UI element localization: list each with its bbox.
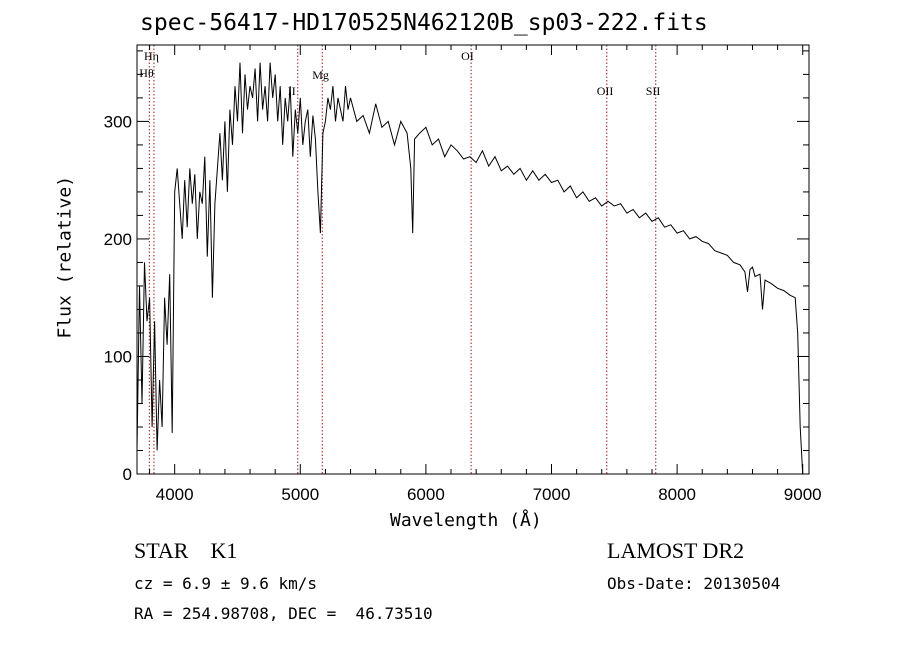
chart-title: spec-56417-HD170525N462120B_sp03-222.fit… [140, 10, 708, 36]
marker-label: II [288, 84, 296, 98]
spectrum-line [136, 62, 804, 475]
x-axis-label: Wavelength (Å) [390, 510, 542, 531]
marker-label: Mg [312, 68, 329, 82]
line-markers: Hη Hθ II Mg OI OII SII [139, 45, 660, 474]
survey-label: LAMOST DR2 [607, 538, 745, 563]
axis-ticks: 4000 5000 6000 7000 8000 9000 0 100 200 300 [104, 45, 822, 504]
x-tick-label: 5000 [281, 485, 319, 504]
marker-label: OI [461, 49, 474, 63]
star-class: STAR K1 [134, 538, 238, 563]
plot-frame [136, 44, 810, 475]
x-tick-label: 6000 [407, 485, 445, 504]
marker-label: OII [597, 84, 614, 98]
y-tick-label: 300 [104, 112, 132, 131]
y-tick-label: 100 [104, 347, 132, 366]
x-tick-label: 8000 [658, 485, 696, 504]
marker-label: Hθ [139, 66, 154, 80]
cz-text: cz = 6.9 ± 9.6 km/s [134, 574, 318, 593]
y-tick-label: 200 [104, 230, 132, 249]
x-tick-label: 4000 [156, 485, 194, 504]
y-axis-label: Flux (relative) [54, 175, 76, 339]
y-tick-label: 0 [123, 465, 132, 484]
marker-label: Hη [144, 49, 159, 63]
obs-date: Obs-Date: 20130504 [607, 574, 781, 593]
marker-label: SII [646, 84, 661, 98]
x-tick-label: 7000 [533, 485, 571, 504]
coords-text: RA = 254.98708, DEC = 46.73510 [134, 604, 433, 623]
x-tick-label: 9000 [784, 485, 822, 504]
